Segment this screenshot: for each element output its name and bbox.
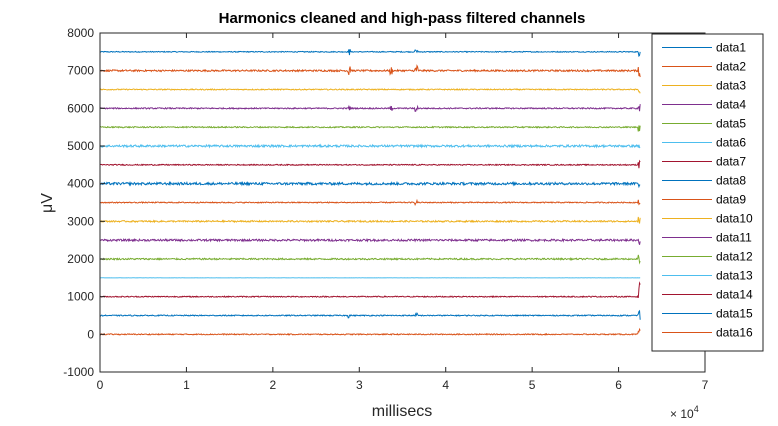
y-tick-label: 8000 [67, 26, 94, 40]
series-line-data14 [99, 281, 641, 299]
x-tick-label: 3 [356, 378, 363, 392]
y-tick-label: 0 [87, 327, 94, 341]
legend-label-data8: data8 [716, 174, 746, 188]
y-tick-label: 3000 [67, 214, 94, 228]
x-axis-label: millisecs [372, 403, 432, 420]
series-line-data11 [99, 237, 641, 245]
x-tick-label: 2 [270, 378, 277, 392]
legend-label-data1: data1 [716, 41, 746, 55]
legend-label-data4: data4 [716, 98, 746, 112]
series-line-data16 [99, 327, 641, 336]
legend-label-data15: data15 [716, 307, 753, 321]
y-tick-label: 6000 [67, 101, 94, 115]
legend-label-data2: data2 [716, 60, 746, 74]
series-line-data6 [99, 143, 641, 149]
legend-label-data5: data5 [716, 117, 746, 131]
x-tick-label: 5 [529, 378, 536, 392]
series-line-data5 [99, 125, 641, 132]
legend-label-data14: data14 [716, 288, 753, 302]
series-line-data9 [99, 198, 641, 206]
legend: data1 data2 data3 data4 data5 data6 data7 data8… [651, 33, 764, 352]
series-line-data12 [99, 254, 641, 265]
series-line-data15 [99, 309, 641, 320]
series-line-data8 [99, 180, 641, 189]
x-tick-label: 1 [183, 378, 190, 392]
x-axis-exponent: × 104 [670, 404, 699, 421]
series-line-data7 [99, 159, 641, 169]
y-tick-label: -1000 [63, 365, 94, 379]
y-tick-label: 1000 [67, 290, 94, 304]
x-tick-label: 4 [442, 378, 449, 392]
x-tick-label: 0 [97, 378, 104, 392]
legend-label-data12: data12 [716, 250, 753, 264]
series-line-data2 [99, 64, 641, 78]
y-tick-label: 2000 [67, 252, 94, 266]
x-tick-label: 6 [615, 378, 622, 392]
legend-label-data3: data3 [716, 79, 746, 93]
y-tick-label: 5000 [67, 139, 94, 153]
legend-label-data10: data10 [716, 212, 753, 226]
series-line-data4 [99, 104, 641, 112]
plot-series-group [99, 49, 641, 336]
x-axis-exponent-base: × 10 [670, 407, 694, 421]
legend-label-data16: data16 [716, 326, 753, 340]
chart-title: Harmonics cleaned and high-pass filtered… [219, 10, 586, 27]
series-line-data3 [99, 88, 641, 94]
legend-label-data7: data7 [716, 155, 746, 169]
x-tick-label: 7 [702, 378, 709, 392]
y-axis-label: μV [39, 193, 56, 213]
y-tick-label: 4000 [67, 177, 94, 191]
legend-box [651, 33, 764, 352]
legend-label-data11: data11 [716, 231, 752, 245]
x-axis: 0 1 2 3 4 5 6 7 [97, 33, 709, 392]
series-line-data10 [99, 216, 641, 224]
legend-label-data9: data9 [716, 193, 746, 207]
series-line-data1 [99, 49, 641, 58]
y-tick-label: 7000 [67, 64, 94, 78]
legend-label-data13: data13 [716, 269, 753, 283]
legend-label-data6: data6 [716, 136, 746, 150]
x-axis-exponent-power: 4 [694, 404, 699, 414]
